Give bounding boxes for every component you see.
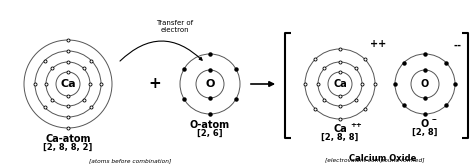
Text: Ca: Ca	[60, 79, 76, 89]
Text: [2, 8, 8, 2]: [2, 8, 8, 2]	[43, 143, 93, 152]
Text: Ca: Ca	[333, 79, 347, 89]
Text: O: O	[421, 119, 429, 129]
Text: --: --	[454, 41, 462, 51]
Text: Ca-atom: Ca-atom	[45, 134, 91, 144]
Text: Calcium Oxide: Calcium Oxide	[349, 154, 416, 163]
Text: [2, 8]: [2, 8]	[412, 128, 438, 137]
Text: ++: ++	[370, 39, 386, 49]
Text: O: O	[205, 79, 215, 89]
Text: [2, 8, 8]: [2, 8, 8]	[321, 133, 359, 142]
Text: Ca: Ca	[333, 124, 347, 134]
Text: ++: ++	[350, 122, 362, 128]
Text: O: O	[421, 79, 429, 89]
Text: [2, 6]: [2, 6]	[197, 129, 223, 138]
Text: --: --	[432, 117, 438, 123]
Text: Transfer of
electron: Transfer of electron	[156, 20, 193, 33]
Text: +: +	[149, 76, 161, 92]
Text: [electrovalent compound formed]: [electrovalent compound formed]	[325, 158, 425, 163]
Text: [atoms before combination]: [atoms before combination]	[89, 158, 171, 163]
Text: O-atom: O-atom	[190, 120, 230, 130]
FancyArrowPatch shape	[120, 41, 202, 61]
